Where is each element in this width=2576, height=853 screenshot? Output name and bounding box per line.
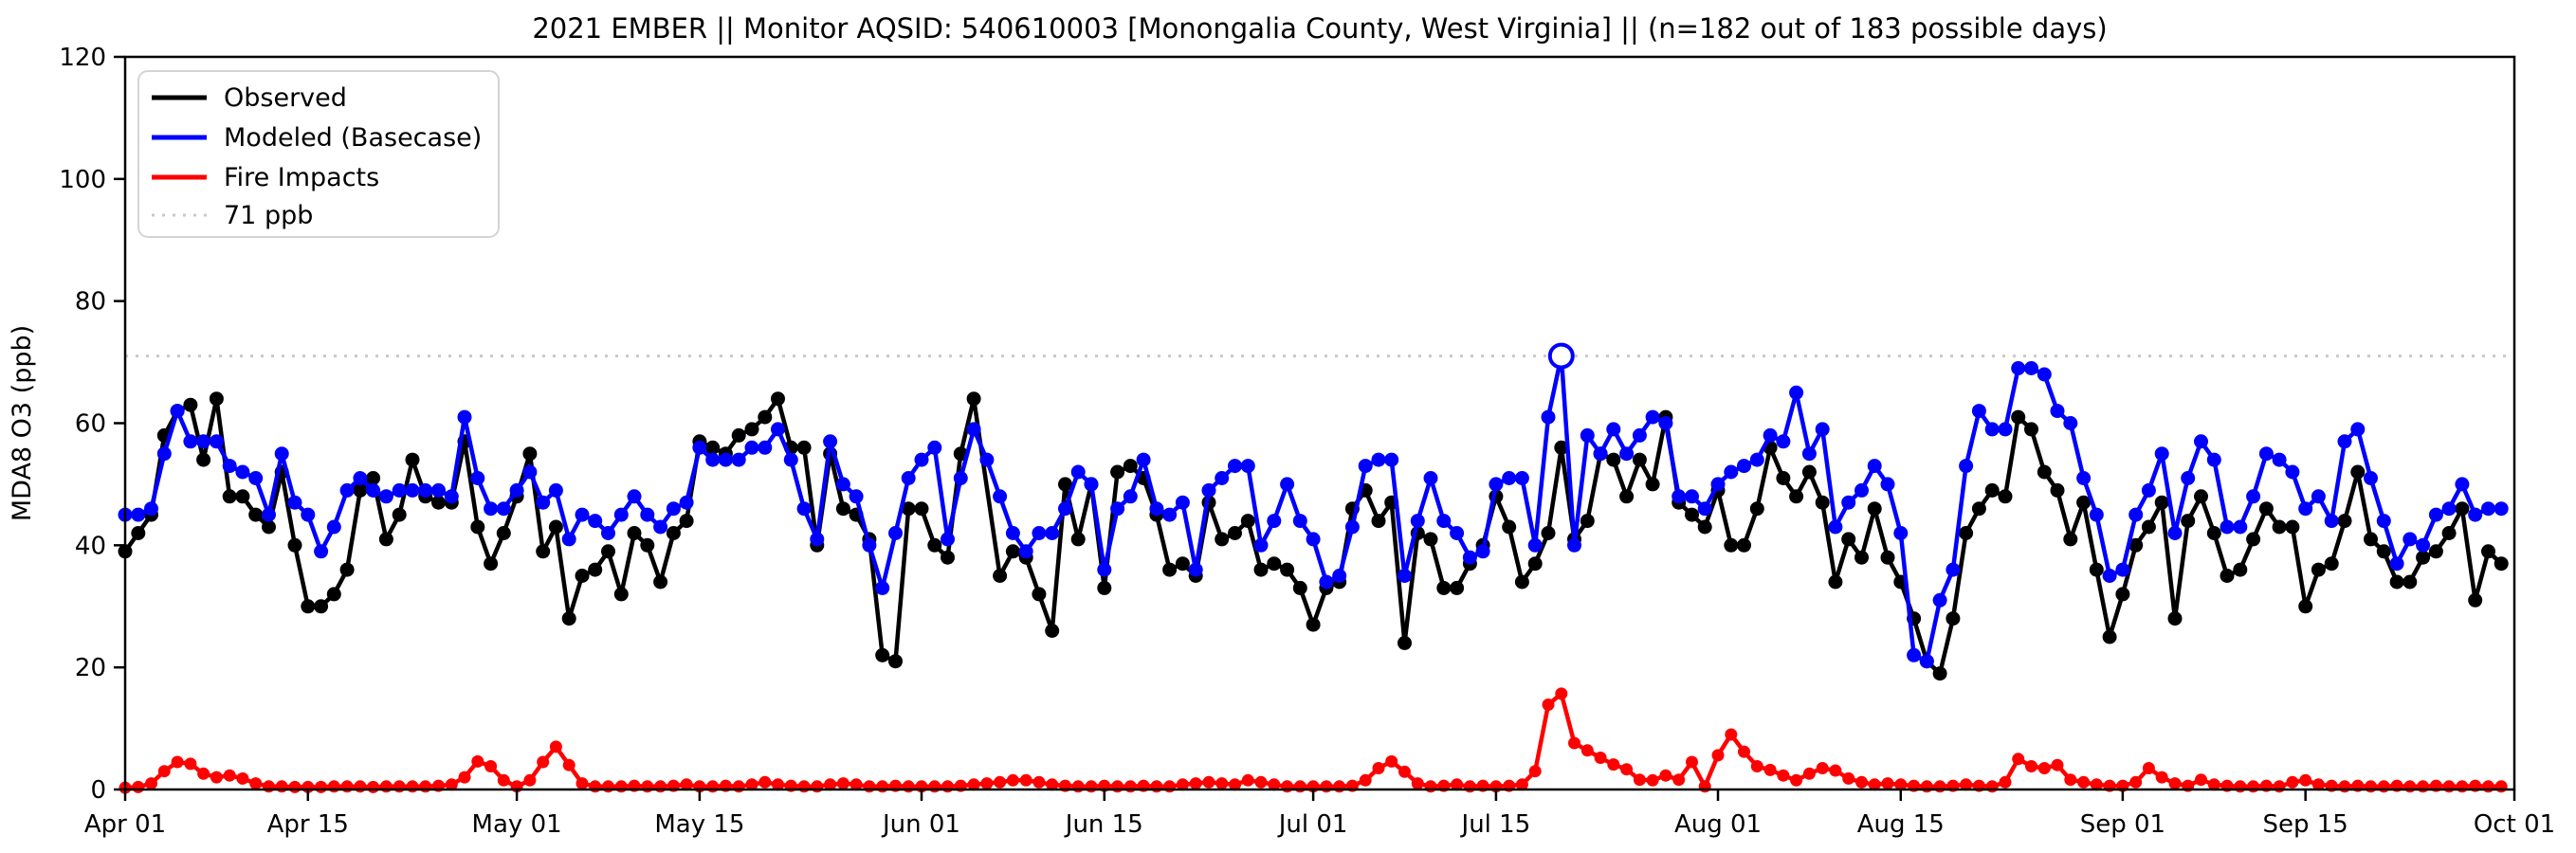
- legend-label: Fire Impacts: [224, 163, 379, 192]
- x-tick-label: May 01: [472, 810, 562, 839]
- y-tick-label: 100: [59, 166, 106, 194]
- chart-title: 2021 EMBER || Monitor AQSID: 540610003 […: [532, 12, 2107, 45]
- x-tick-label: Aug 15: [1857, 810, 1945, 839]
- legend-label: 71 ppb: [224, 201, 313, 230]
- y-tick-label: 0: [90, 776, 106, 805]
- x-tick-label: Jul 01: [1277, 810, 1348, 839]
- legend-label: Observed: [224, 83, 347, 113]
- legend-entry-observed: Observed: [152, 83, 347, 113]
- exceedance-open-circle-marker: [1547, 342, 1575, 370]
- y-tick-label: 120: [59, 44, 106, 72]
- x-tick-label: May 15: [654, 810, 744, 839]
- legend: Observed Modeled (Basecase) Fire Impacts 71…: [137, 70, 500, 238]
- y-tick-label: 40: [75, 532, 106, 560]
- legend-label: Modeled (Basecase): [224, 123, 482, 153]
- x-tick-label: Apr 01: [84, 810, 166, 839]
- legend-entry-71ppb: 71 ppb: [152, 201, 313, 230]
- y-axis: 0 20 40 60 80 100 120: [59, 44, 125, 805]
- series-modeled-basecase-: [118, 342, 2509, 669]
- x-tick-label: Oct 01: [2474, 810, 2555, 839]
- x-tick-label: Aug 01: [1674, 810, 1762, 839]
- x-tick-label: Jun 15: [1064, 810, 1143, 839]
- x-tick-label: Sep 01: [2080, 810, 2165, 839]
- y-tick-label: 80: [75, 288, 106, 317]
- y-tick-label: 20: [75, 654, 106, 682]
- y-tick-label: 60: [75, 410, 106, 439]
- y-axis-label: MDA8 O3 (ppb): [8, 325, 37, 521]
- legend-entry-modeled-basecase: Modeled (Basecase): [152, 123, 482, 153]
- x-tick-label: Apr 15: [267, 810, 349, 839]
- legend-entry-fire-impacts: Fire Impacts: [152, 163, 379, 192]
- x-tick-label: Sep 15: [2262, 810, 2348, 839]
- x-tick-label: Jun 01: [881, 810, 960, 839]
- x-tick-label: Jul 15: [1460, 810, 1531, 839]
- x-axis: Apr 01 Apr 15 May 01 May 15 Jun 01 Jun 15 Jul …: [84, 789, 2555, 839]
- series-fire-impacts: [119, 687, 2508, 794]
